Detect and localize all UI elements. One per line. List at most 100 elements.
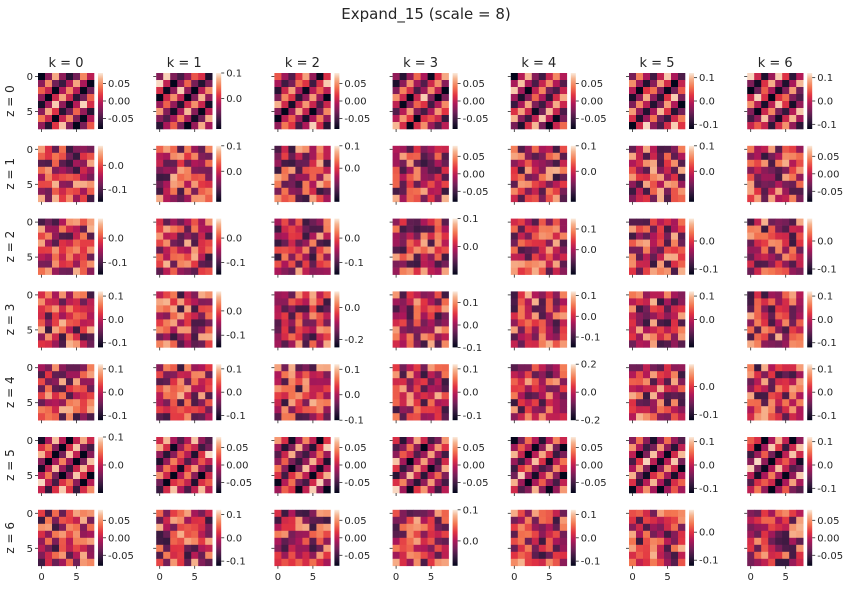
- colorbar: [570, 145, 576, 202]
- heatmap-cell: [782, 392, 790, 400]
- heatmap-cell: [281, 73, 289, 81]
- heatmap-cell: [552, 516, 561, 525]
- heatmap-cell: [184, 319, 192, 327]
- heatmap-cell: [657, 406, 665, 414]
- heatmap-cell: [524, 239, 533, 247]
- heatmap-cell: [531, 312, 540, 320]
- heatmap-cell: [754, 319, 762, 327]
- heatmap-cell: [768, 340, 776, 348]
- heatmap-cell: [510, 392, 519, 400]
- heatmap-cell: [281, 399, 289, 407]
- heatmap-cell: [789, 479, 797, 487]
- colorbar-tick-label: 0.1: [699, 73, 715, 84]
- heatmap-cell: [636, 232, 644, 240]
- heatmap-cell: [754, 108, 762, 116]
- heatmap-cell: [441, 465, 449, 473]
- heatmap-cell: [288, 291, 296, 299]
- heatmap-cell: [406, 523, 414, 532]
- heatmap-cell: [413, 523, 421, 532]
- heatmap-cell: [768, 544, 776, 553]
- heatmap-cell: [59, 544, 67, 553]
- heatmap-cell: [643, 364, 651, 372]
- colorbar-tick-label: 0.05: [226, 443, 248, 454]
- heatmap-cell: [156, 516, 164, 525]
- heatmap-cell: [413, 194, 421, 203]
- row-label: z = 5: [3, 449, 17, 481]
- heatmap-cell: [420, 465, 428, 473]
- heatmap-cell: [796, 94, 804, 102]
- heatmap-cell: [559, 472, 568, 480]
- panel: 05z = 2 0.0-0.1: [3, 218, 128, 278]
- heatmap-cell: [441, 399, 449, 407]
- heatmap-cell: [73, 472, 81, 480]
- heatmap-cell: [650, 180, 658, 189]
- heatmap-cell: [38, 378, 46, 386]
- heatmap-cell: [789, 371, 797, 379]
- heatmap-cell: [73, 94, 81, 102]
- heatmap-cell: [316, 145, 324, 154]
- heatmap-cell: [177, 392, 185, 400]
- heatmap-cell: [288, 232, 296, 240]
- panel: 0 50.10.0-0.1: [507, 509, 600, 583]
- heatmap-cell: [302, 451, 310, 459]
- heatmap-cell: [420, 187, 428, 196]
- heatmap-cell: [441, 486, 449, 494]
- heatmap-cell: [59, 413, 67, 421]
- heatmap-cell: [302, 392, 310, 400]
- heatmap-cell: [413, 364, 421, 372]
- heatmap-cell: [524, 516, 533, 525]
- heatmap-cell: [198, 392, 206, 400]
- column-title: k = 4: [521, 56, 556, 71]
- heatmap-cell: [636, 364, 644, 372]
- heatmap-cell: [427, 115, 435, 123]
- heatmap-cell: [52, 340, 60, 348]
- heatmap-cell: [288, 364, 296, 372]
- heatmap-cell: [323, 291, 331, 299]
- x-tick-label: 0: [275, 572, 281, 583]
- heatmap-cell: [413, 399, 421, 407]
- colorbar-tick-label: 0.0: [108, 461, 124, 472]
- heatmap-cell: [761, 326, 769, 334]
- y-tick-label: 5: [27, 471, 33, 482]
- heatmap-cell: [184, 516, 192, 525]
- heatmap-cell: [538, 413, 547, 421]
- heatmap-cell: [281, 122, 289, 130]
- heatmap-cell: [427, 225, 435, 233]
- heatmap-cell: [302, 291, 310, 299]
- heatmap-cell: [392, 101, 400, 109]
- heatmap-cell: [45, 187, 53, 196]
- heatmap-cell: [434, 371, 442, 379]
- heatmap-cell: [392, 260, 400, 268]
- heatmap-cell: [559, 218, 568, 226]
- heatmap-cell: [782, 312, 790, 320]
- heatmap-cell: [768, 509, 776, 518]
- heatmap-cell: [559, 73, 568, 81]
- heatmap-cell: [643, 232, 651, 240]
- heatmap-cell: [441, 437, 449, 445]
- heatmap-cell: [510, 291, 519, 299]
- heatmap-cell: [87, 305, 95, 313]
- heatmap-cell: [650, 108, 658, 116]
- heatmap-cell: [510, 312, 519, 320]
- heatmap-cell: [559, 312, 568, 320]
- y-tick-label: 5: [27, 253, 33, 264]
- heatmap-cell: [184, 80, 192, 88]
- heatmap-cell: [309, 260, 317, 268]
- heatmap-cell: [288, 101, 296, 109]
- heatmap-cell: [52, 218, 60, 226]
- heatmap-cell: [73, 333, 81, 341]
- panel: k = 60.10.0-0.1: [744, 56, 837, 132]
- heatmap-cell: [302, 537, 310, 546]
- heatmap-cell: [559, 479, 568, 487]
- heatmap-cell: [392, 326, 400, 334]
- colorbar-tick-label: -0.05: [817, 187, 843, 198]
- heatmap-cell: [510, 340, 519, 348]
- heatmap-cell: [643, 537, 651, 546]
- heatmap-cell: [406, 122, 414, 130]
- heatmap-cell: [288, 472, 296, 480]
- heatmap-cell: [761, 194, 769, 203]
- heatmap-cell: [52, 537, 60, 546]
- heatmap-cell: [163, 340, 171, 348]
- heatmap-cell: [427, 472, 435, 480]
- heatmap-cell: [170, 312, 178, 320]
